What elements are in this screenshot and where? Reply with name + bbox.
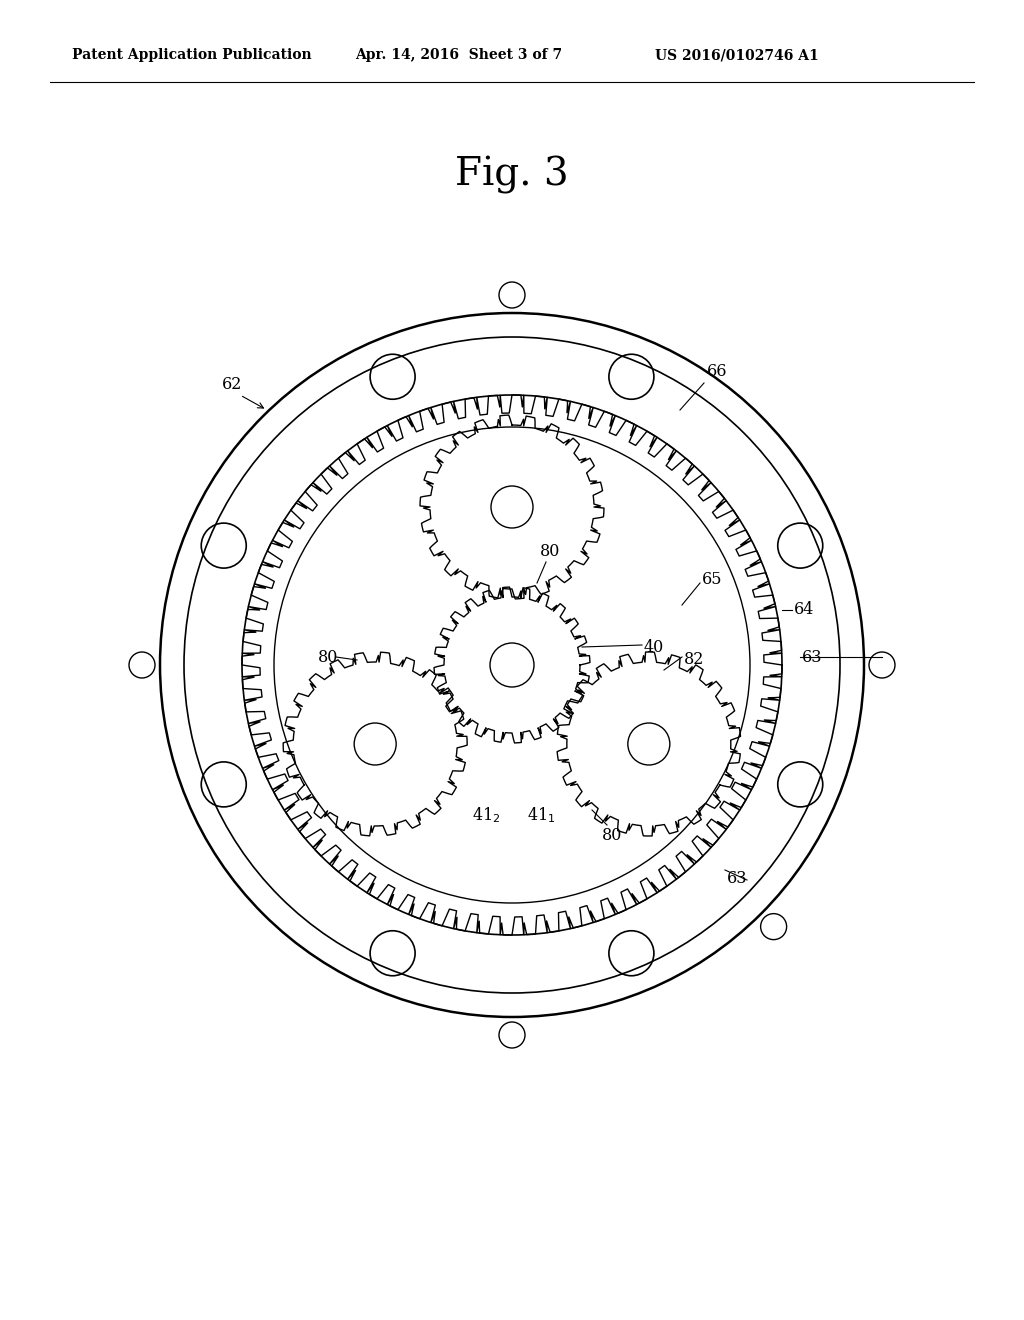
Text: 41$_1$: 41$_1$ — [527, 805, 555, 825]
Text: 80: 80 — [602, 828, 623, 843]
Text: 66: 66 — [707, 363, 727, 380]
Text: US 2016/0102746 A1: US 2016/0102746 A1 — [655, 48, 819, 62]
Text: 64: 64 — [794, 602, 814, 619]
Text: 63: 63 — [727, 870, 748, 887]
Text: 40: 40 — [644, 639, 665, 656]
Text: 80: 80 — [318, 648, 338, 665]
Text: 62: 62 — [222, 376, 243, 393]
Text: 82: 82 — [684, 651, 705, 668]
Text: Patent Application Publication: Patent Application Publication — [72, 48, 311, 62]
Text: Fig. 3: Fig. 3 — [456, 156, 568, 194]
Text: 63: 63 — [802, 648, 822, 665]
Text: 65: 65 — [702, 572, 723, 589]
Text: 80: 80 — [540, 543, 560, 560]
Text: 41$_2$: 41$_2$ — [471, 805, 500, 825]
Text: Apr. 14, 2016  Sheet 3 of 7: Apr. 14, 2016 Sheet 3 of 7 — [355, 48, 562, 62]
